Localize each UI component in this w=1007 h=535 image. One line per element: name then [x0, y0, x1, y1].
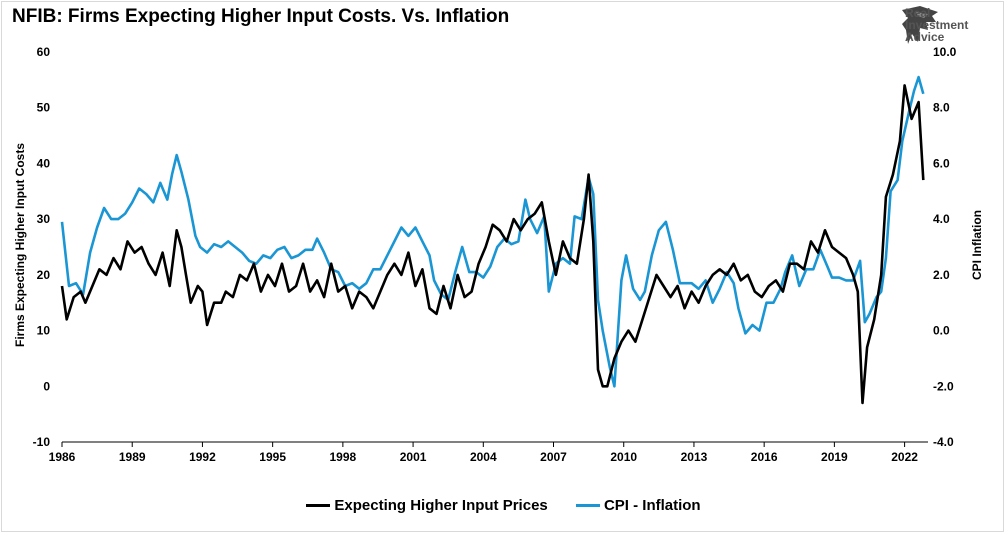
x-tick-label: 2007: [540, 450, 567, 464]
brand-line-1: Real: [905, 6, 931, 20]
brand-line-3: Advice: [905, 30, 945, 44]
y-left-tick-label: 40: [37, 156, 51, 170]
series-line-input-prices: [60, 84, 925, 405]
y-left-tick-label: 50: [37, 101, 51, 115]
chart-legend: Expecting Higher Input Prices CPI - Infl…: [0, 494, 1007, 514]
brand-line-2: Investment: [905, 18, 969, 32]
legend-label-cpi: CPI - Inflation: [603, 497, 701, 514]
y-right-tick-label: -2.0: [933, 379, 954, 393]
y-right-tick-label: 8.0: [933, 101, 950, 115]
series-line-cpi: [60, 75, 925, 388]
x-tick-label: 1989: [119, 450, 146, 464]
y-left-tick-label: 60: [37, 45, 51, 59]
y-right-tick-label: 4.0: [933, 212, 950, 226]
y-right-tick-label: 0.0: [933, 324, 950, 338]
legend-swatch-blue: [575, 504, 600, 507]
x-tick-label: 2004: [470, 450, 497, 464]
y-right-tick-label: -4.0: [933, 435, 954, 449]
y-right-tick-label: 10.0: [933, 45, 957, 59]
legend-item-input-prices: Expecting Higher Input Prices: [306, 497, 548, 514]
x-tick-label: 2022: [891, 450, 918, 464]
y-left-tick-label: 30: [37, 212, 51, 226]
y-right-tick-label: 6.0: [933, 156, 950, 170]
x-tick-label: 1986: [49, 450, 76, 464]
y-right-tick-label: 2.0: [933, 268, 950, 282]
x-tick-label: 1998: [330, 450, 357, 464]
legend-item-cpi: CPI - Inflation: [575, 497, 701, 514]
y-left-tick-label: 20: [37, 268, 51, 282]
legend-swatch-black: [306, 504, 331, 507]
y-left-tick-label: 0: [43, 379, 50, 393]
brand-logo-text: Real Investment Advice: [905, 7, 968, 43]
x-tick-label: 2001: [400, 450, 427, 464]
y-left-tick-label: 10: [37, 324, 51, 338]
x-tick-label: 2019: [821, 450, 848, 464]
x-tick-label: 2013: [681, 450, 708, 464]
x-tick-label: 2010: [610, 450, 637, 464]
legend-label-input-prices: Expecting Higher Input Prices: [334, 497, 548, 514]
x-tick-label: 1995: [259, 450, 286, 464]
chart-title: NFIB: Firms Expecting Higher Input Costs…: [12, 6, 510, 27]
y-left-tick-label: -10: [33, 435, 51, 449]
x-tick-label: 2016: [751, 450, 778, 464]
x-tick-label: 1992: [189, 450, 216, 464]
eagle-icon: [902, 6, 938, 44]
